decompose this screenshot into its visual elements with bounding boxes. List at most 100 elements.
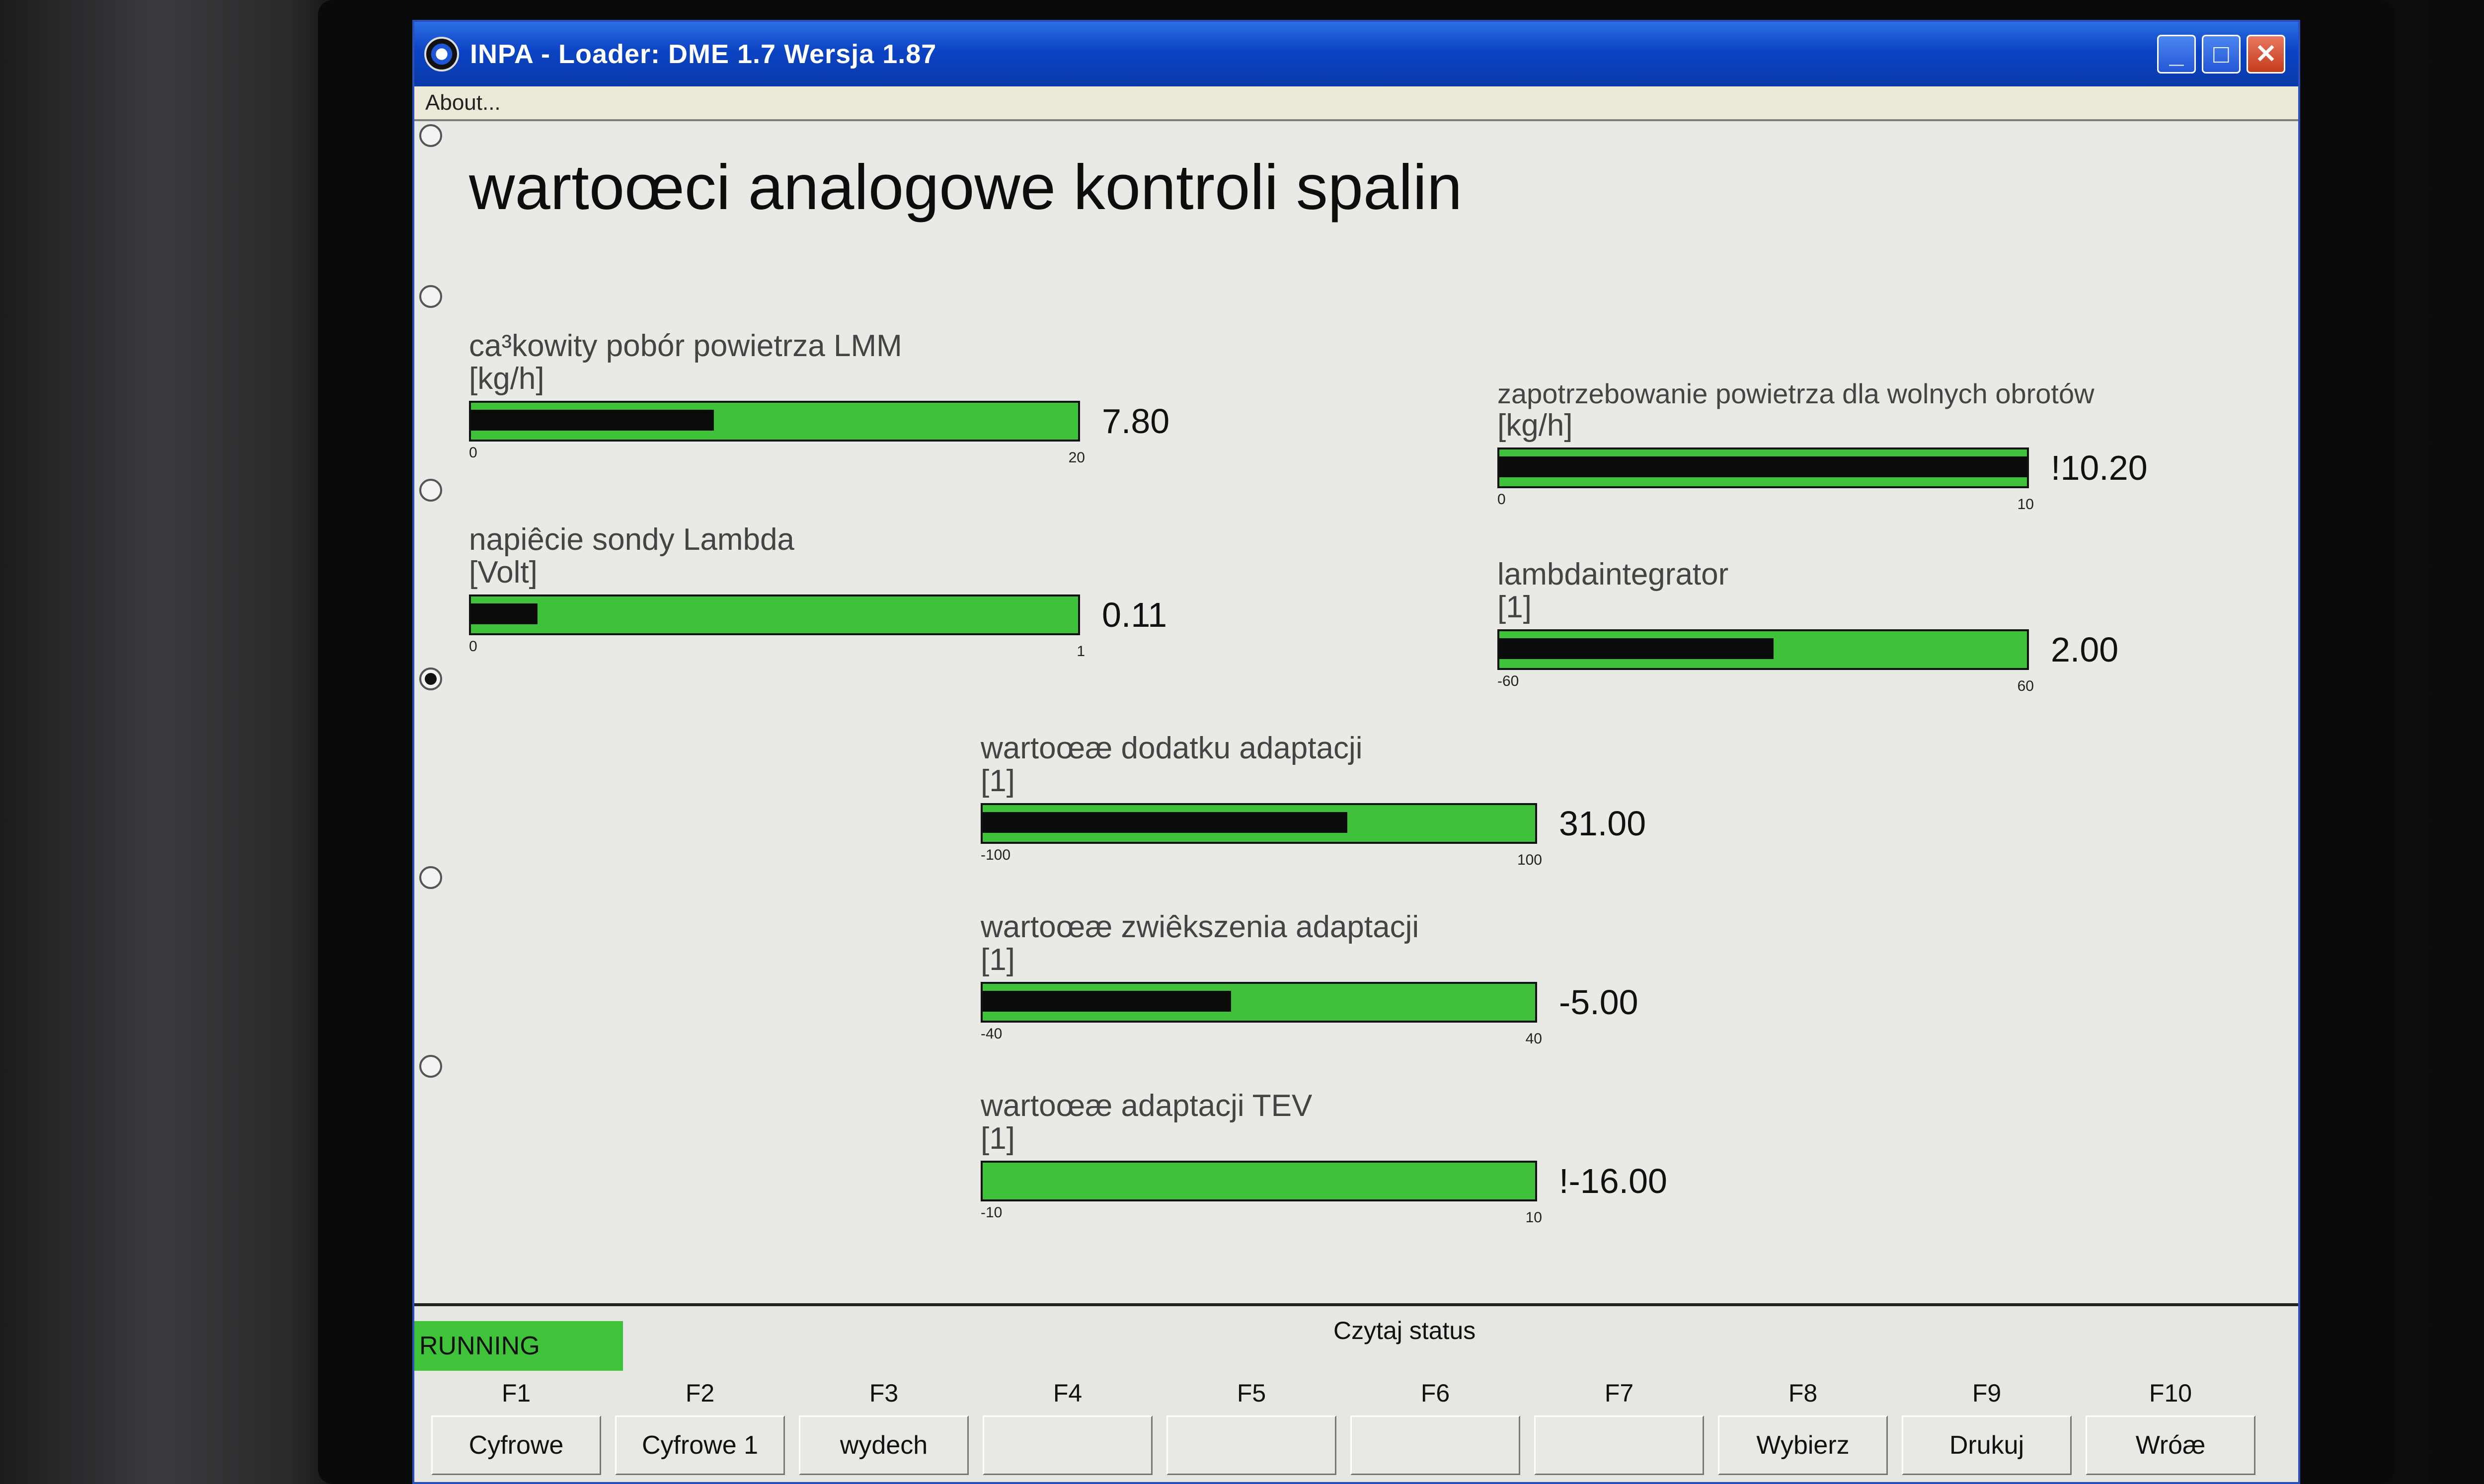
gauge-label: ca³kowity pobór powietrza LMM: [469, 329, 902, 363]
gauge-unit: [Volt]: [469, 555, 538, 590]
running-status: RUNNING: [414, 1321, 623, 1371]
gauge-label: zapotrzebowanie powietrza dla wolnych ob…: [1497, 378, 2095, 409]
gauge-min: -40: [981, 1026, 1003, 1042]
gauge-value: 0.11: [1102, 595, 1167, 635]
gauge-value: 7.80: [1102, 402, 1170, 441]
gauge-fill: [471, 603, 538, 625]
fkey-name: F1: [501, 1379, 531, 1407]
gauge-max: 20: [1068, 449, 1085, 466]
status-title: Czytaj status: [1333, 1317, 1476, 1344]
gauge-label: napiêcie sondy Lambda: [469, 522, 794, 557]
f6-button[interactable]: [1350, 1415, 1520, 1475]
menu-bar: About...: [414, 86, 2298, 121]
gauge-min: 0: [469, 445, 477, 461]
gauge-min: -10: [981, 1204, 1003, 1221]
fkey-f10: F10 Wróæ: [2079, 1371, 2262, 1475]
gauge-fill: [1499, 456, 2027, 477]
screen-radio-5[interactable]: [419, 866, 442, 889]
main-content: wartoœci analogowe kontroli spalin ca³ko…: [414, 121, 2298, 1363]
fkey-name: F2: [685, 1379, 715, 1407]
gauge-label: wartoœæ zwiêkszenia adaptacji: [981, 910, 1419, 944]
gauge-lmm-airflow: ca³kowity pobór powietrza LMM [kg/h] 7.8…: [469, 329, 1170, 466]
gauge-max: 40: [1525, 1031, 1542, 1047]
fkey-name: F4: [1053, 1379, 1083, 1407]
gauge-max: 10: [2017, 496, 2034, 513]
fkey-f1: F1 Cyfrowe: [424, 1371, 608, 1475]
fkey-f9: F9 Drukuj: [1895, 1371, 2079, 1475]
gauge-bar: [981, 1161, 1537, 1202]
gauge-bar: [469, 401, 1080, 442]
f9-button[interactable]: Drukuj: [1902, 1415, 2072, 1475]
close-button[interactable]: ✕: [2247, 35, 2285, 74]
gauge-bar: [1497, 447, 2029, 488]
f2-button[interactable]: Cyfrowe 1: [615, 1415, 785, 1475]
gauge-min: -100: [981, 847, 1011, 864]
gauge-max: 10: [1525, 1209, 1542, 1226]
bmw-logo-icon: [424, 37, 459, 72]
gauge-fill: [983, 812, 1347, 833]
menu-about[interactable]: About...: [425, 90, 501, 115]
gauge-value: 2.00: [2051, 630, 2119, 669]
gauge-tev-adaptation: wartoœæ adaptacji TEV [1] !-16.00 -10 10: [981, 1089, 1667, 1226]
gauge-unit: [1]: [981, 943, 1015, 977]
f7-button[interactable]: [1534, 1415, 1704, 1475]
page-title: wartoœci analogowe kontroli spalin: [469, 152, 1463, 223]
gauge-label: wartoœæ dodatku adaptacji: [981, 731, 1363, 765]
gauge-bar: [981, 803, 1537, 844]
gauge-min: 0: [469, 638, 477, 655]
fkey-name: F10: [2149, 1379, 2192, 1407]
screen-radio-1[interactable]: [419, 124, 442, 147]
status-footer: RUNNING Czytaj status F1 Cyfrowe F2 Cyfrow…: [414, 1303, 2298, 1482]
f5-button[interactable]: [1166, 1415, 1336, 1475]
gauge-unit: [kg/h]: [469, 362, 544, 396]
f3-button[interactable]: wydech: [799, 1415, 969, 1475]
gauge-max: 100: [1517, 852, 1542, 869]
gauge-min: 0: [1497, 491, 1506, 508]
gauge-fill: [983, 991, 1232, 1012]
fkey-name: F7: [1604, 1379, 1634, 1407]
minimize-button[interactable]: _: [2157, 35, 2196, 74]
fkey-f2: F2 Cyfrowe 1: [608, 1371, 792, 1475]
f8-button[interactable]: Wybierz: [1718, 1415, 1888, 1475]
f10-button[interactable]: Wróæ: [2086, 1415, 2255, 1475]
fkey-f5: F5: [1160, 1371, 1343, 1475]
gauge-adaptation-multiplicative: wartoœæ zwiêkszenia adaptacji [1] -5.00 …: [981, 910, 1638, 1047]
screen-radio-3[interactable]: [419, 479, 442, 502]
fkey-name: F8: [1788, 1379, 1818, 1407]
maximize-button[interactable]: □: [2202, 35, 2241, 74]
window-title: INPA - Loader: DME 1.7 Wersja 1.87: [470, 39, 937, 69]
fkey-name: F9: [1972, 1379, 2002, 1407]
fkey-f8: F8 Wybierz: [1711, 1371, 1895, 1475]
gauge-unit: [1]: [1497, 590, 1532, 625]
f4-button[interactable]: [983, 1415, 1153, 1475]
gauge-value: -5.00: [1559, 983, 1638, 1022]
gauge-value: !-16.00: [1559, 1162, 1667, 1201]
fkey-name: F3: [869, 1379, 899, 1407]
fkey-f3: F3 wydech: [792, 1371, 976, 1475]
screen-radio-2[interactable]: [419, 285, 442, 308]
fkey-f7: F7: [1527, 1371, 1711, 1475]
gauge-unit: [kg/h]: [1497, 408, 1573, 443]
gauge-label: wartoœæ adaptacji TEV: [981, 1089, 1313, 1123]
gauge-fill: [1499, 638, 1774, 660]
gauge-fill: [471, 410, 714, 431]
fkey-name: F5: [1237, 1379, 1266, 1407]
gauge-bar: [981, 982, 1537, 1023]
gauge-value: !10.20: [2051, 448, 2148, 487]
gauge-unit: [1]: [981, 1121, 1015, 1156]
gauge-unit: [1]: [981, 764, 1015, 799]
fkey-f6: F6: [1343, 1371, 1527, 1475]
gauge-bar: [1497, 629, 2029, 670]
screen-radio-4-selected[interactable]: [419, 668, 442, 690]
gauge-max: 60: [2017, 678, 2034, 695]
gauge-lambda-integrator: lambdaintegrator [1] 2.00 -60 60: [1497, 557, 2119, 695]
f1-button[interactable]: Cyfrowe: [431, 1415, 601, 1475]
screen-radio-6[interactable]: [419, 1055, 442, 1078]
fkey-f4: F4: [976, 1371, 1160, 1475]
gauge-adaptation-additive: wartoœæ dodatku adaptacji [1] 31.00 -100…: [981, 731, 1646, 869]
title-bar: INPA - Loader: DME 1.7 Wersja 1.87 _ □ ✕: [414, 22, 2298, 86]
gauge-value: 31.00: [1559, 804, 1646, 843]
gauge-lambda-voltage: napiêcie sondy Lambda [Volt] 0.11 0 1: [469, 522, 1167, 660]
gauge-bar: [469, 594, 1080, 636]
gauge-label: lambdaintegrator: [1497, 557, 1729, 592]
